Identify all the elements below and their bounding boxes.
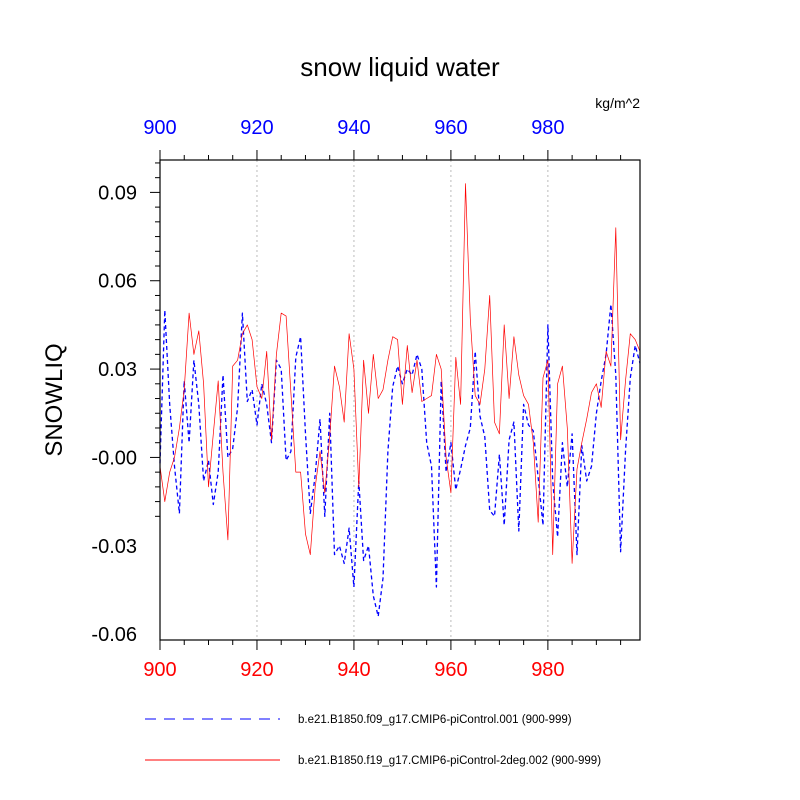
legend: b.e21.B1850.f09_g17.CMIP6-piControl.001 …	[145, 714, 601, 767]
x-tick-label-bottom: 960	[434, 659, 467, 681]
x-tick-label-bottom: 920	[240, 659, 273, 681]
y-axis-label: SNOWLIQ	[41, 343, 68, 456]
series-line-1	[159, 183, 641, 564]
grid-lines	[256, 160, 549, 640]
x-tick-label-top: 920	[240, 117, 273, 139]
y-tick-label: -0.03	[91, 536, 137, 558]
y-tick-label: -0.06	[91, 624, 137, 646]
legend-label-series-1: b.e21.B1850.f19_g17.CMIP6-piControl-2deg…	[298, 755, 601, 767]
y-tick-label: 0.06	[98, 271, 137, 293]
x-tick-label-top: 940	[337, 117, 370, 139]
y-tick-label: 0.09	[98, 182, 137, 204]
series-line-0	[159, 303, 641, 618]
y-tick-label: 0.03	[98, 359, 137, 381]
legend-label-series-0: b.e21.B1850.f09_g17.CMIP6-piControl.001 …	[298, 714, 572, 726]
plot-frame	[159, 159, 641, 641]
axes: 900 900 920 920 940 940 960 960 980 980 0.09 0.06 0.…	[91, 117, 622, 681]
x-tick-label-bottom: 900	[143, 659, 176, 681]
chart-title: snow liquid water	[300, 52, 500, 82]
series-layer	[159, 183, 641, 618]
units-label: kg/m^2	[595, 95, 640, 111]
x-tick-label-bottom: 980	[531, 659, 564, 681]
x-tick-label-bottom: 940	[337, 659, 370, 681]
x-tick-label-top: 980	[531, 117, 564, 139]
x-tick-label-top: 960	[434, 117, 467, 139]
x-tick-label-top: 900	[143, 117, 176, 139]
y-tick-label: -0.00	[91, 447, 137, 469]
